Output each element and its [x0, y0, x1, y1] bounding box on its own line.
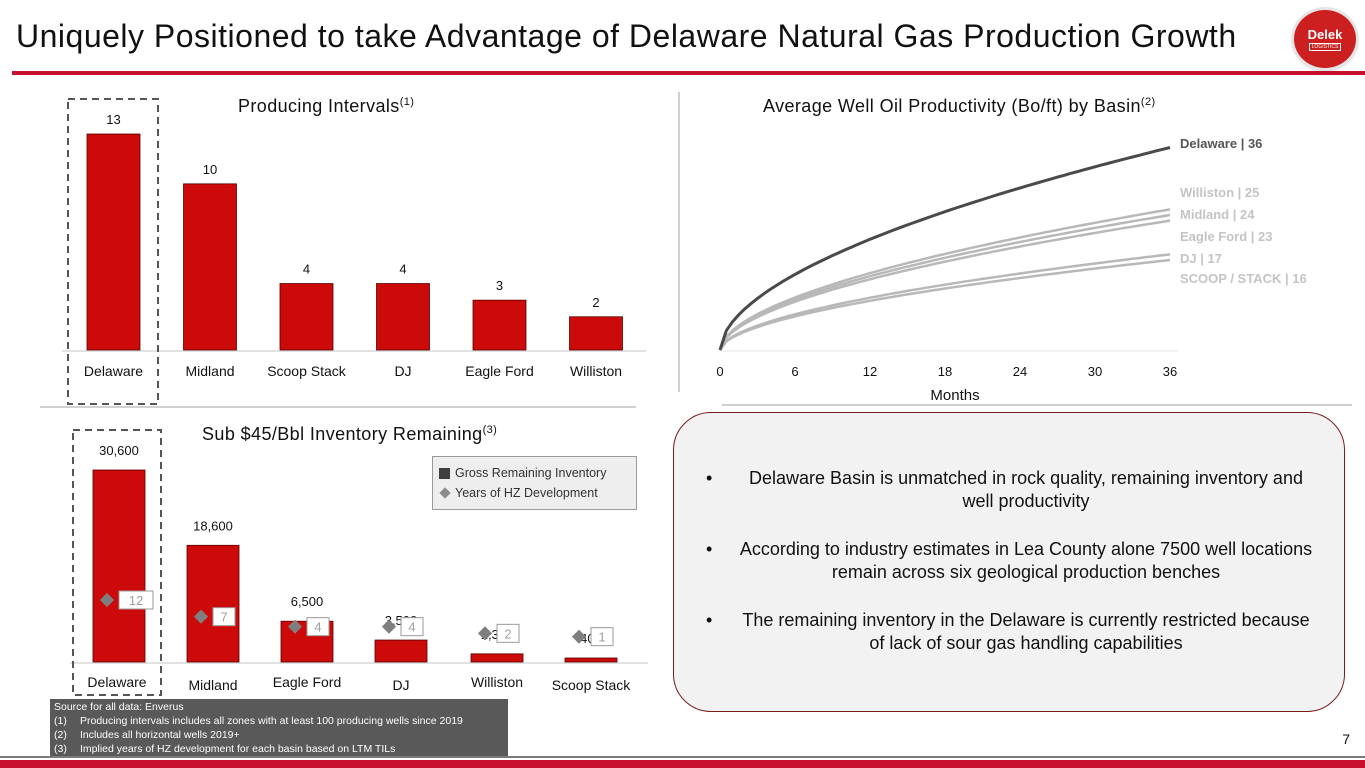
category-label: Delaware — [87, 674, 146, 690]
bullet-dot-icon: • — [702, 467, 736, 513]
callout-bullet: •Delaware Basin is unmatched in rock qua… — [702, 467, 1316, 513]
years-value-label: 4 — [314, 620, 321, 635]
bar-value-label: 13 — [106, 112, 120, 127]
footnote-row: (3)Implied years of HZ development for e… — [54, 742, 504, 756]
bar-eagle-ford — [473, 300, 526, 350]
bar-value-label: 4 — [399, 262, 406, 277]
callout-bullet-text: The remaining inventory in the Delaware … — [736, 609, 1316, 655]
callout-box: •Delaware Basin is unmatched in rock qua… — [673, 412, 1345, 712]
bar-value-label: 4 — [303, 262, 310, 277]
bar-midland — [187, 545, 239, 662]
series-label: Delaware | 36 — [1180, 136, 1262, 151]
bar-williston — [471, 654, 523, 662]
footnote-text: Implied years of HZ development for each… — [80, 742, 395, 756]
productivity-line-chart: Delaware | 36 Williston | 25 Midland | 24 E… — [700, 125, 1340, 405]
bar-value-label: 10 — [203, 162, 217, 177]
series-line-midland — [720, 215, 1170, 350]
x-axis-title: Months — [930, 387, 979, 404]
category-label: Eagle Ford — [465, 363, 533, 379]
years-value-label: 1 — [598, 630, 605, 645]
callout-bullet-text: According to industry estimates in Lea C… — [736, 538, 1316, 584]
productivity-title-text: Average Well Oil Productivity (Bo/ft) by… — [763, 96, 1141, 116]
bar-value-label: 6,500 — [291, 594, 324, 609]
category-label: Scoop Stack — [267, 363, 347, 379]
series-label: Midland | 24 — [1180, 207, 1255, 222]
x-tick-label: 0 — [716, 364, 723, 379]
category-label: Williston — [471, 674, 523, 690]
years-value-label: 7 — [220, 610, 227, 625]
productivity-title-sup: (2) — [1141, 96, 1156, 108]
bar-williston — [570, 317, 623, 350]
logo-sub: LOGISTICS — [1309, 43, 1342, 51]
bar-dj — [377, 284, 430, 350]
bullet-dot-icon: • — [702, 609, 736, 655]
series-label: DJ | 17 — [1180, 251, 1222, 266]
category-label: DJ — [394, 363, 411, 379]
callout-bullet: •According to industry estimates in Lea … — [702, 538, 1316, 584]
years-value-label: 2 — [504, 626, 511, 641]
title-rule — [12, 71, 1365, 75]
bar-midland — [184, 184, 237, 350]
category-label: Midland — [185, 363, 234, 379]
legend-item-inventory: Gross Remaining Inventory — [439, 463, 636, 483]
callout-bullet-text: Delaware Basin is unmatched in rock qual… — [736, 467, 1316, 513]
x-tick-label: 6 — [791, 364, 798, 379]
series-line-delaware — [720, 148, 1170, 351]
years-value-label: 4 — [408, 620, 415, 635]
category-label: Midland — [188, 677, 237, 693]
legend-square-icon — [439, 468, 450, 479]
bar-dj — [375, 640, 427, 662]
category-label: Delaware — [84, 363, 143, 379]
x-tick-label: 36 — [1163, 364, 1177, 379]
footnote-number: (2) — [54, 728, 80, 742]
legend-label-inventory: Gross Remaining Inventory — [455, 466, 606, 480]
delek-logo: Delek LOGISTICS — [1294, 10, 1356, 68]
bar-scoop-stack — [565, 658, 617, 662]
bar-value-label: 3 — [496, 278, 503, 293]
series-label: SCOOP / STACK | 16 — [1180, 271, 1307, 286]
sources-footnote: Source for all data: Enverus (1)Producin… — [50, 699, 508, 756]
bar-scoop-stack — [280, 284, 333, 350]
footnote-row: (2)Includes all horizontal wells 2019+ — [54, 728, 504, 742]
x-tick-label: 18 — [938, 364, 952, 379]
x-tick-label: 12 — [863, 364, 877, 379]
footnote-number: (3) — [54, 742, 80, 756]
series-label: Eagle Ford | 23 — [1180, 229, 1273, 244]
bottom-accent-bar — [0, 760, 1365, 768]
page-title: Uniquely Positioned to take Advantage of… — [16, 18, 1237, 55]
callout-bullet: •The remaining inventory in the Delaware… — [702, 609, 1316, 655]
bar-delaware — [87, 134, 140, 350]
footnote-number: (1) — [54, 714, 80, 728]
legend-label-years: Years of HZ Development — [455, 486, 598, 500]
legend-item-years: Years of HZ Development — [439, 483, 636, 503]
bar-delaware — [93, 470, 145, 662]
category-label: Williston — [570, 363, 622, 379]
horizontal-divider-left — [40, 406, 636, 408]
sources-heading: Source for all data: Enverus — [54, 700, 504, 714]
inventory-legend: Gross Remaining Inventory Years of HZ De… — [432, 456, 637, 510]
bottom-rule — [0, 756, 1365, 758]
bar-value-label: 18,600 — [193, 518, 233, 533]
vertical-divider — [678, 92, 680, 392]
footnote-text: Producing intervals includes all zones w… — [80, 714, 463, 728]
category-label: DJ — [392, 677, 409, 693]
footnote-row: (1)Producing intervals includes all zone… — [54, 714, 504, 728]
category-label: Eagle Ford — [273, 674, 341, 690]
page-number: 7 — [1342, 731, 1350, 747]
logo-brand: Delek — [1308, 27, 1343, 42]
footnote-text: Includes all horizontal wells 2019+ — [80, 728, 240, 742]
years-value-label: 12 — [129, 593, 143, 608]
category-label: Scoop Stack — [552, 677, 632, 693]
legend-diamond-icon — [439, 487, 450, 498]
x-tick-label: 30 — [1088, 364, 1102, 379]
series-label: Williston | 25 — [1180, 185, 1259, 200]
bar-value-label: 30,600 — [99, 443, 139, 458]
bullet-dot-icon: • — [702, 538, 736, 584]
bar-value-label: 2 — [592, 295, 599, 310]
x-tick-label: 24 — [1013, 364, 1027, 379]
producing-intervals-chart: 13 Delaware 10 Midland 4 Scoop Stack 4 DJ 3 Eagle… — [40, 92, 660, 407]
productivity-title: Average Well Oil Productivity (Bo/ft) by… — [763, 96, 1156, 117]
